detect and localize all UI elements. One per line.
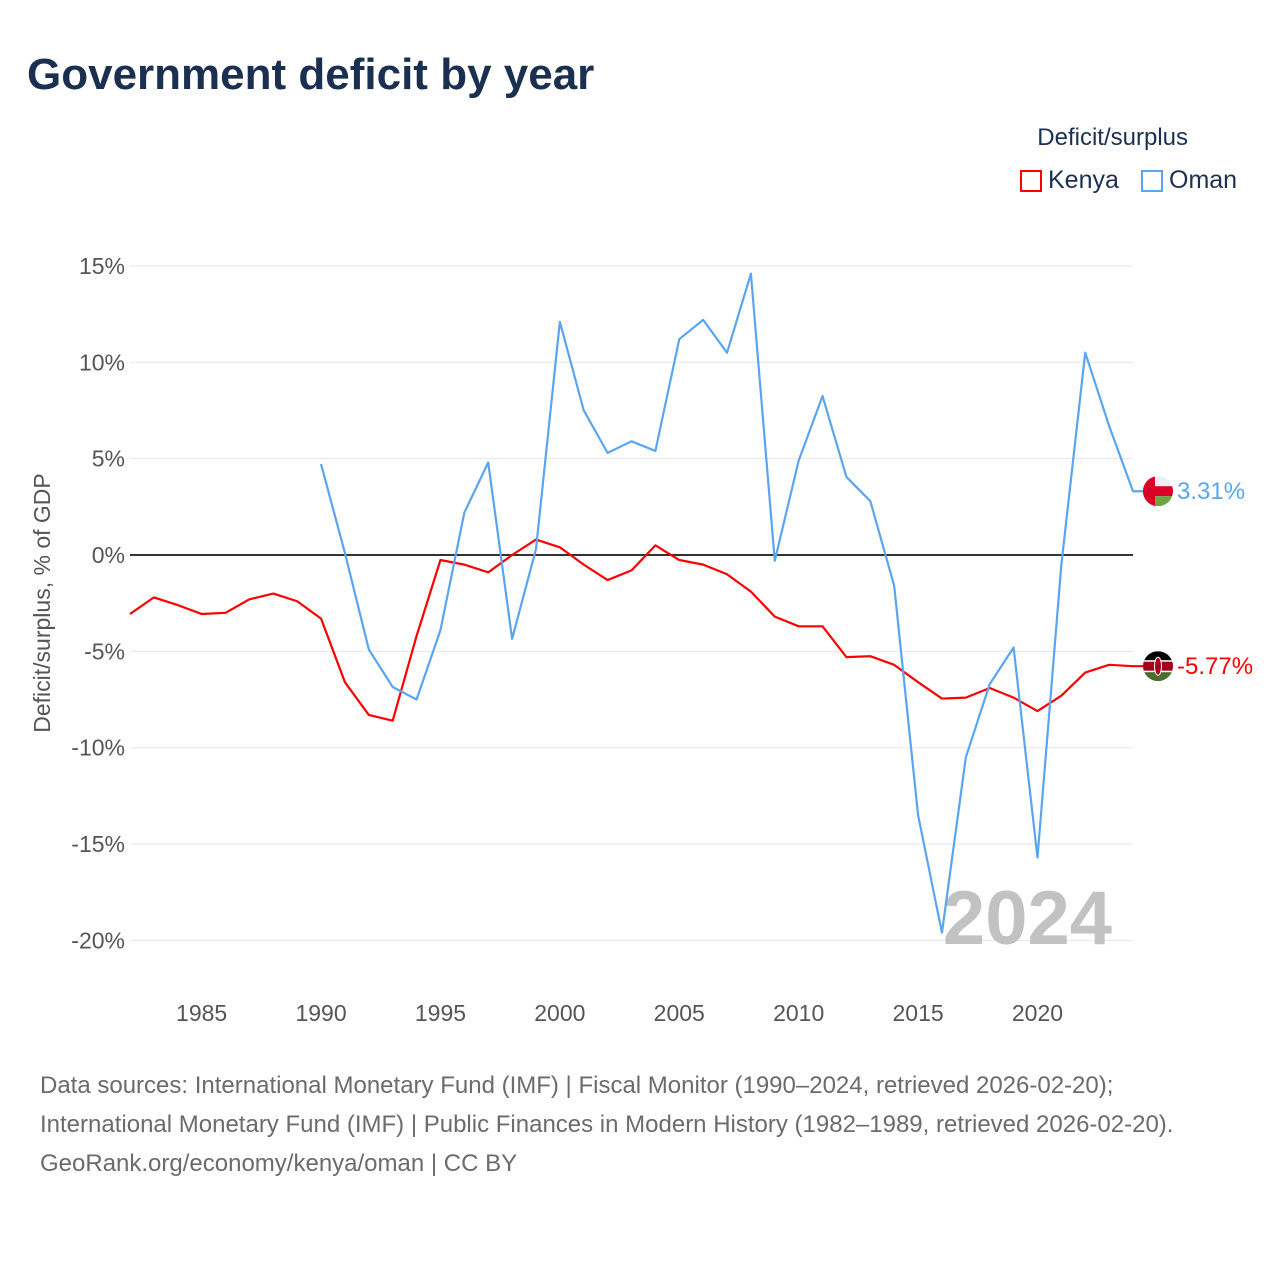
series-line-oman [319, 272, 1143, 934]
year-watermark: 2024 [943, 876, 1112, 961]
x-tick-label: 2010 [773, 1000, 824, 1026]
y-tick-label: -10% [71, 735, 125, 761]
legend-swatch-oman [1141, 169, 1163, 192]
y-tick-label: -20% [71, 927, 125, 953]
series-line-kenya [129, 538, 1143, 722]
x-tick-label: 2020 [1012, 1000, 1063, 1026]
footer: Data sources: International Monetary Fun… [40, 1066, 1240, 1183]
end-label-oman: 3.31% [1177, 478, 1245, 505]
x-tick-label: 1985 [176, 1000, 227, 1026]
y-tick-label: -5% [84, 638, 125, 664]
legend-title: Deficit/surplus [1037, 124, 1188, 151]
y-tick-label: -15% [71, 831, 125, 857]
y-tick-label: 5% [92, 446, 125, 472]
y-tick-label: 0% [92, 542, 125, 568]
legend-label-oman: Oman [1169, 166, 1238, 194]
x-tick-label: 1990 [295, 1000, 346, 1026]
x-tick-label: 2000 [534, 1000, 585, 1026]
legend-label-kenya: Kenya [1048, 166, 1119, 194]
chart-title: Government deficit by year [27, 50, 595, 99]
y-tick-label: 15% [79, 253, 125, 279]
y-tick-label: 10% [79, 349, 125, 375]
end-label-kenya: -5.77% [1177, 653, 1253, 680]
oman-flag-icon [1143, 476, 1173, 507]
kenya-flag-icon [1143, 651, 1173, 682]
credit: GeoRank.org/economy/kenya/oman | CC BY [40, 1150, 518, 1177]
x-tick-label: 1995 [415, 1000, 466, 1026]
data-sources: Data sources: International Monetary Fun… [40, 1072, 1174, 1138]
legend-item-oman[interactable]: Oman [1141, 166, 1237, 195]
x-tick-label: 2015 [892, 1000, 943, 1026]
legend-item-kenya[interactable]: Kenya [1020, 166, 1119, 195]
line-chart: 15% 10% 5% 0% -5% -10% -15% -20% 1985 1990 1995 200… [29, 253, 1253, 1026]
legend-swatch-kenya [1020, 169, 1042, 192]
x-tick-label: 2005 [654, 1000, 705, 1026]
y-axis-label: Deficit/surplus, % of GDP [29, 473, 55, 732]
